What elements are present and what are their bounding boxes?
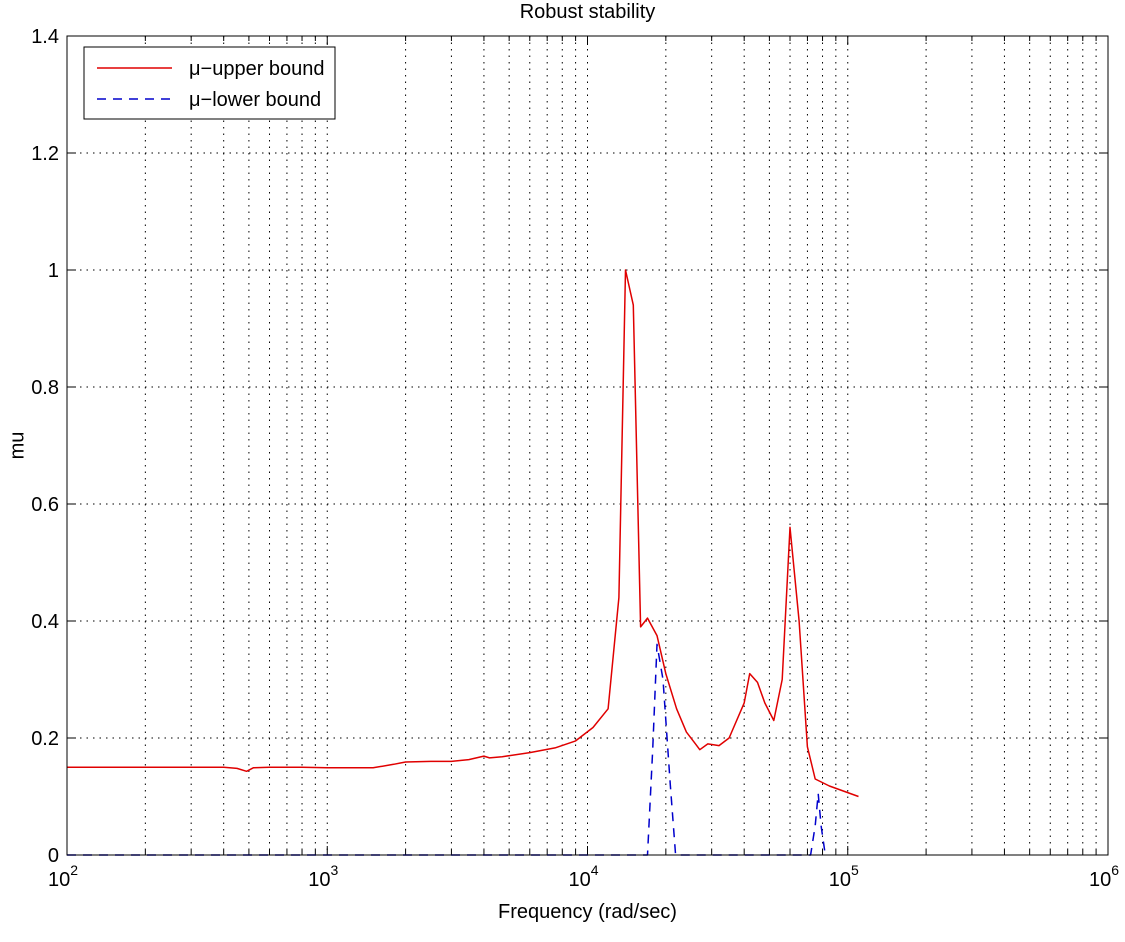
plot-area	[67, 269, 859, 856]
x-tick-label: 102	[48, 862, 78, 891]
y-tick-label: 1.2	[31, 143, 59, 165]
y-tick-labels: 0 0.2 0.4 0.6 0.8 1 1.2 1.4	[31, 26, 59, 867]
x-tick-label: 104	[568, 862, 598, 891]
y-tick-label: 0	[48, 845, 59, 867]
legend-box	[83, 46, 336, 120]
grid	[67, 36, 1108, 855]
x-tick-labels: 102 103 104 105 106	[48, 862, 1119, 891]
axis-ticks	[66, 35, 1109, 856]
y-tick-label: 1	[48, 260, 59, 282]
y-tick-label: 0.6	[31, 494, 59, 516]
series-lower-bound-line	[67, 643, 827, 856]
x-tick-label: 103	[308, 862, 338, 891]
y-tick-label: 1.4	[31, 26, 59, 48]
legend-label-lower-bound: μ−lower bound	[189, 89, 321, 111]
y-tick-label: 0.2	[31, 728, 59, 750]
x-axis-label: Frequency (rad/sec)	[498, 901, 677, 923]
chart-title: Robust stability	[520, 1, 656, 23]
x-tick-label: 105	[829, 862, 859, 891]
axes-box	[66, 35, 1109, 856]
x-tick-label: 106	[1089, 862, 1119, 891]
y-axis-label: mu	[6, 432, 28, 460]
legend: μ−upper bound μ−lower bound	[83, 46, 336, 120]
y-tick-label: 0.8	[31, 377, 59, 399]
series-upper-bound-line	[67, 269, 859, 798]
legend-label-upper-bound: μ−upper bound	[189, 58, 325, 80]
y-tick-label: 0.4	[31, 611, 59, 633]
